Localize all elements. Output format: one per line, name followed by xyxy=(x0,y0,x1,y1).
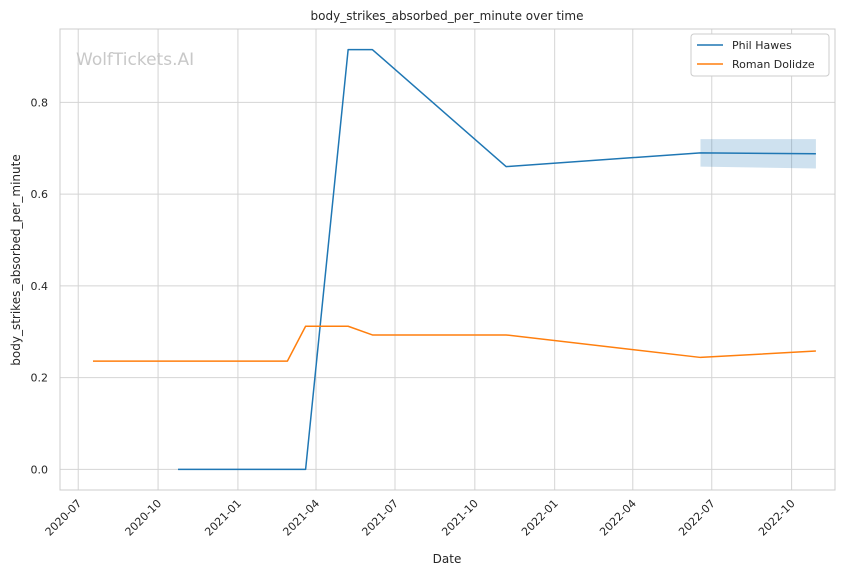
x-tick-label: 2022-10 xyxy=(756,497,798,539)
x-tick-label: 2022-04 xyxy=(597,497,639,539)
grid xyxy=(60,29,835,490)
legend-label-roman-dolidze: Roman Dolidze xyxy=(732,58,815,71)
x-tick-labels: 2020-07 2020-10 2021-01 2021-04 2021-07 2021-… xyxy=(43,497,798,539)
x-tick-label: 2021-04 xyxy=(280,497,322,539)
y-tick-label: 0.6 xyxy=(31,188,49,201)
x-tick-label: 2021-01 xyxy=(202,497,244,539)
y-tick-label: 0.2 xyxy=(31,372,49,385)
x-tick-label: 2021-10 xyxy=(439,497,481,539)
x-axis-label: Date xyxy=(433,552,462,566)
legend-label-phil-hawes: Phil Hawes xyxy=(732,39,792,52)
x-tick-label: 2022-01 xyxy=(519,497,561,539)
x-tick-label: 2020-10 xyxy=(122,497,164,539)
x-tick-label: 2022-07 xyxy=(676,497,718,539)
y-tick-label: 0.0 xyxy=(31,463,49,476)
x-tick-label: 2020-07 xyxy=(43,497,85,539)
legend: Phil Hawes Roman Dolidze xyxy=(690,33,830,77)
series-line-roman-dolidze xyxy=(92,325,816,362)
y-tick-labels: 0.0 0.2 0.4 0.6 0.8 xyxy=(31,96,49,476)
x-tick-label: 2021-07 xyxy=(359,497,401,539)
y-tick-label: 0.8 xyxy=(31,96,49,109)
y-axis-label: body_strikes_absorbed_per_minute xyxy=(9,154,23,365)
series-line-phil-hawes xyxy=(178,48,816,471)
series-lines xyxy=(92,48,816,471)
chart-title: body_strikes_absorbed_per_minute over ti… xyxy=(311,9,584,23)
plot-frame xyxy=(59,28,836,491)
watermark: WolfTickets.AI xyxy=(76,50,194,70)
legend-box xyxy=(690,33,830,77)
y-tick-label: 0.4 xyxy=(31,280,49,293)
